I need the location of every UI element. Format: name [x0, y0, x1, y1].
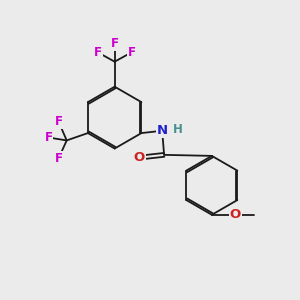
Text: F: F [128, 46, 136, 59]
Text: N: N [157, 124, 168, 137]
Text: F: F [111, 37, 119, 50]
Text: F: F [54, 152, 62, 165]
Text: F: F [54, 115, 62, 128]
Text: O: O [134, 151, 145, 164]
Text: O: O [230, 208, 241, 221]
Text: H: H [173, 123, 183, 136]
Text: F: F [44, 131, 52, 144]
Text: F: F [94, 46, 102, 59]
